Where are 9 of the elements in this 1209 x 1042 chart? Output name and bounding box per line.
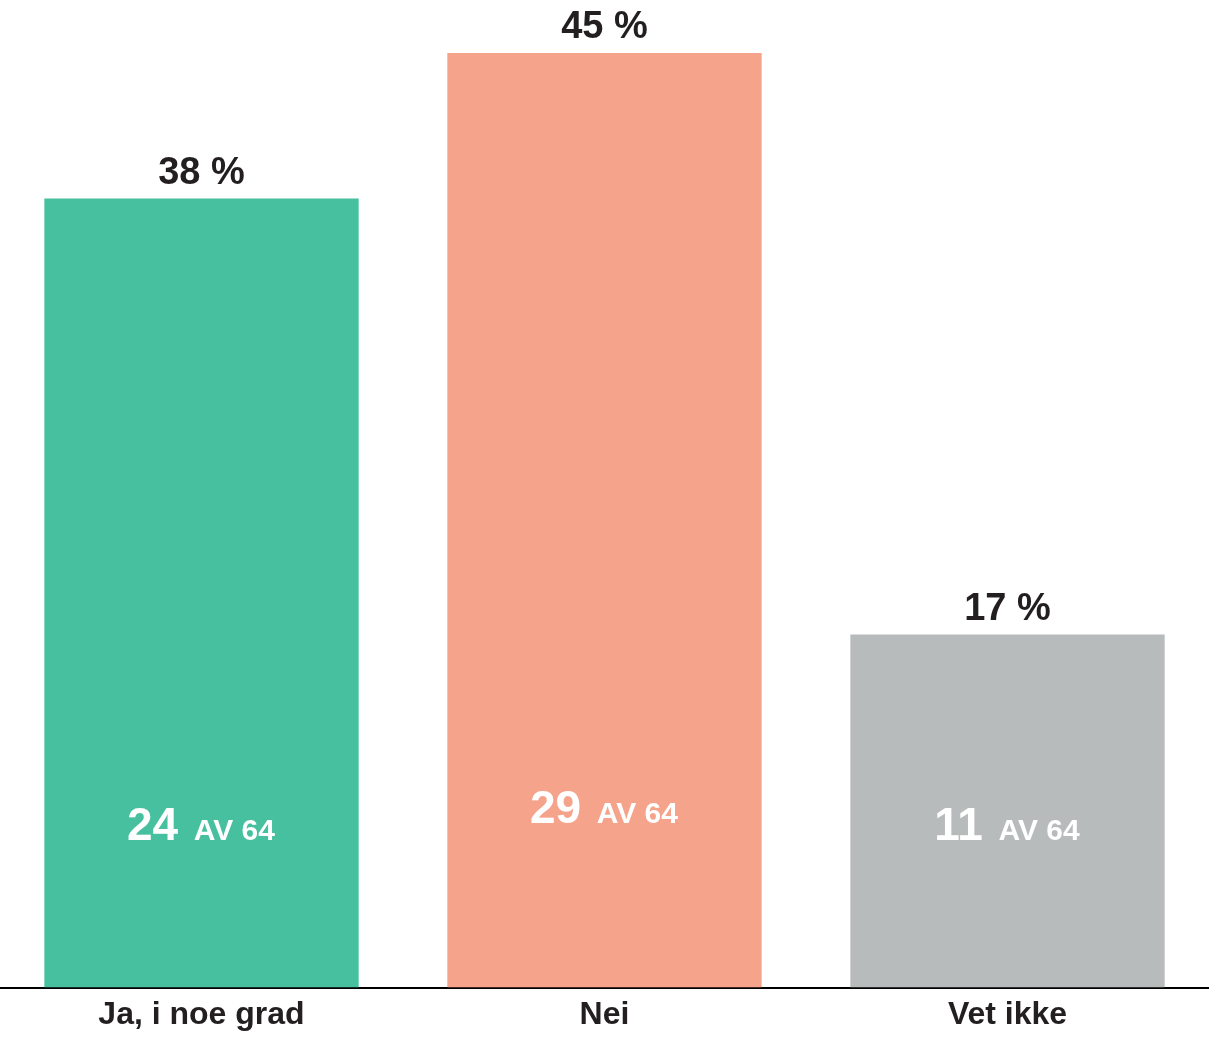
data-label: 38 % (158, 149, 245, 192)
x-tick-label: Vet ikke (947, 994, 1068, 1031)
x-tick-label: Ja, i noe grad (98, 994, 305, 1031)
annotation: 24 AV 64 (127, 798, 276, 851)
data-label: 45 % (561, 4, 648, 47)
data-label: 17 % (964, 586, 1051, 629)
annotation: 29 AV 64 (530, 781, 679, 834)
x-tick-label: Nei (579, 994, 630, 1031)
annotation: 11 AV 64 (934, 798, 1080, 851)
